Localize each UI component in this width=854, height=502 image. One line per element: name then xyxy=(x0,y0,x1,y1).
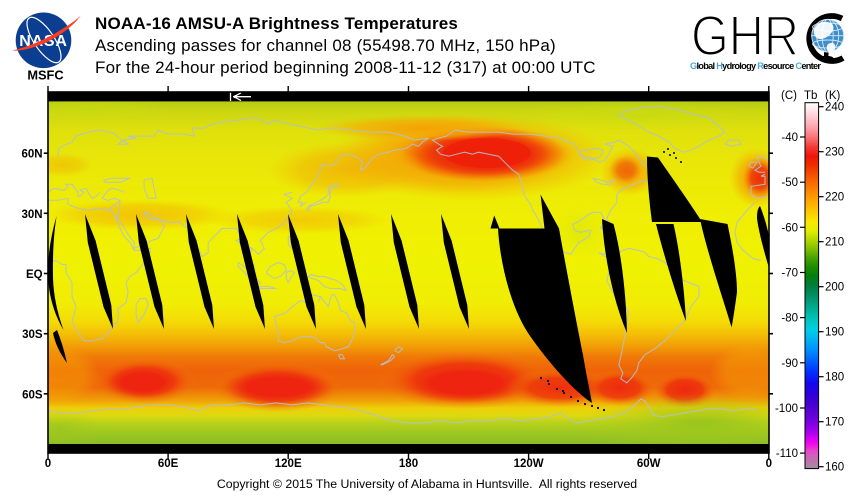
svg-text:210: 210 xyxy=(825,237,844,249)
svg-text:120W: 120W xyxy=(514,458,544,470)
svg-text:200: 200 xyxy=(825,282,844,294)
svg-text:NOAA-16 AMSU-A Brightness Temp: NOAA-16 AMSU-A Brightness Temperatures xyxy=(95,14,458,33)
svg-text:220: 220 xyxy=(825,192,844,204)
svg-text:-40: -40 xyxy=(781,132,798,144)
svg-text:60S: 60S xyxy=(22,389,43,401)
svg-text:60N: 60N xyxy=(21,149,42,161)
svg-text:(C): (C) xyxy=(781,90,797,102)
svg-text:240: 240 xyxy=(825,102,844,114)
svg-text:30N: 30N xyxy=(21,209,42,221)
svg-text:MSFC: MSFC xyxy=(27,68,63,83)
svg-text:-110: -110 xyxy=(776,448,798,460)
svg-text:0: 0 xyxy=(45,458,51,470)
svg-text:60E: 60E xyxy=(158,458,179,470)
svg-text:180: 180 xyxy=(825,372,844,384)
svg-text:(K): (K) xyxy=(825,90,841,102)
svg-text:-90: -90 xyxy=(781,358,798,370)
svg-text:0: 0 xyxy=(766,458,772,470)
svg-text:190: 190 xyxy=(825,327,844,339)
svg-text:60W: 60W xyxy=(637,458,661,470)
svg-text:Tb: Tb xyxy=(804,90,817,102)
svg-text:Global Hydrology Resource Cent: Global Hydrology Resource Center xyxy=(690,61,821,71)
svg-text:-50: -50 xyxy=(781,177,798,189)
svg-text:GHR: GHR xyxy=(691,4,799,68)
svg-text:180: 180 xyxy=(399,458,418,470)
svg-text:-80: -80 xyxy=(781,313,798,325)
svg-text:-60: -60 xyxy=(781,222,798,234)
svg-text:For the 24-hour period beginni: For the 24-hour period beginning 2008-11… xyxy=(95,58,596,77)
svg-text:-100: -100 xyxy=(775,403,798,415)
svg-text:30S: 30S xyxy=(22,329,43,341)
svg-text:Copyright © 2015 The Universit: Copyright © 2015 The University of Alaba… xyxy=(217,477,637,491)
svg-text:160: 160 xyxy=(825,462,844,474)
svg-text:120E: 120E xyxy=(275,458,302,470)
svg-text:230: 230 xyxy=(825,147,844,159)
svg-text:170: 170 xyxy=(825,417,844,429)
svg-text:EQ: EQ xyxy=(26,269,43,281)
svg-text:-70: -70 xyxy=(781,268,798,280)
svg-text:Ascending passes for channel 0: Ascending passes for channel 08 (55498.7… xyxy=(95,36,556,55)
